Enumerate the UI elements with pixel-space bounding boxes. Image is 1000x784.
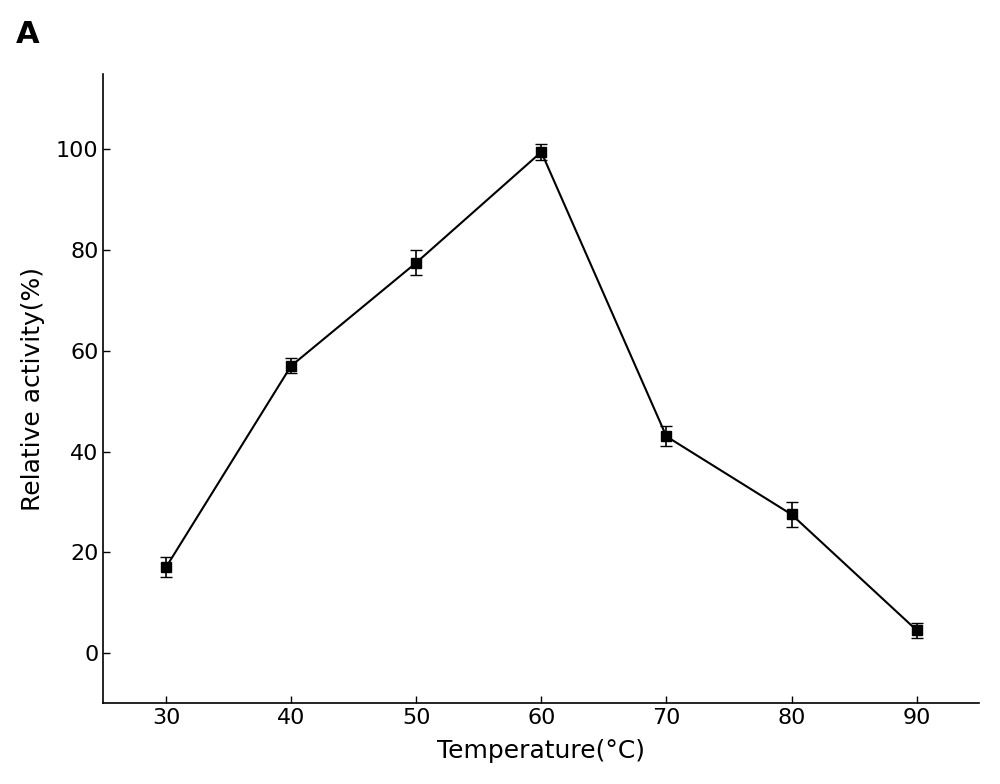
Y-axis label: Relative activity(%): Relative activity(%): [21, 267, 45, 510]
X-axis label: Temperature(°C): Temperature(°C): [437, 739, 645, 763]
Text: A: A: [16, 20, 39, 49]
